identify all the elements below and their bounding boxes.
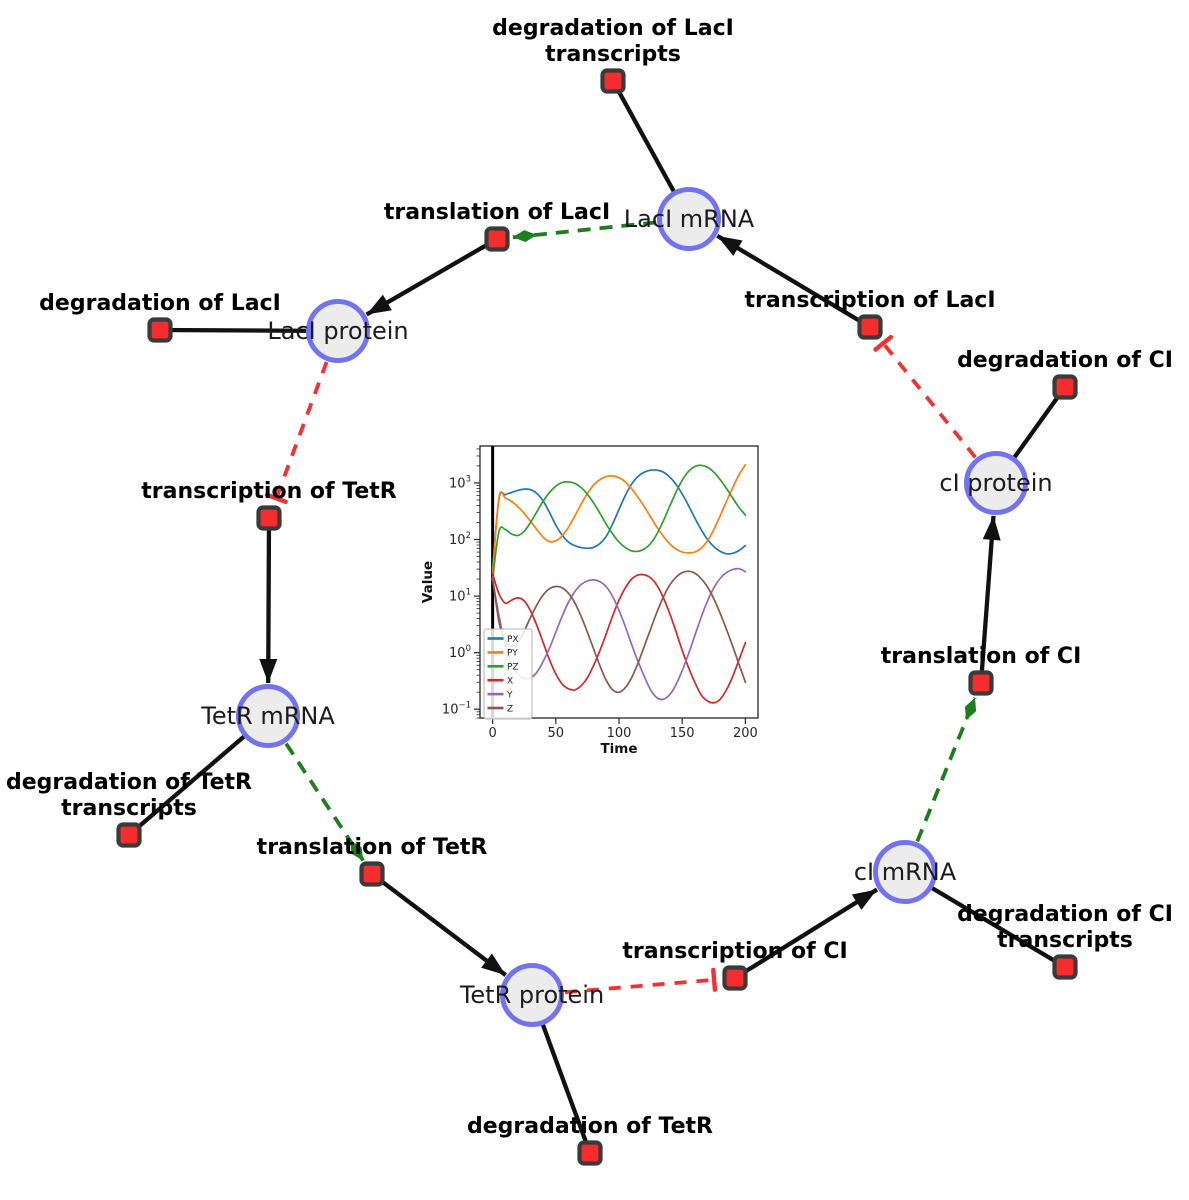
- legend-label-PZ: PZ: [507, 663, 519, 673]
- edge-modifier-tetR_mRNA-to-tl_tetR: [284, 742, 365, 862]
- reaction-label-deg_cI_tr-line2: transcripts: [997, 928, 1133, 953]
- reaction-label-deg_lacI_tr-line2: transcripts: [545, 42, 681, 67]
- reaction-label-tr_tetR-line1: transcription of TetR: [141, 479, 397, 504]
- reaction-nodes-layer: [116, 68, 1078, 1166]
- reaction-node-tl_cI[interactable]: [968, 670, 994, 696]
- x-tick-label: 100: [607, 726, 632, 741]
- reaction-label-deg_lacI-line1: degradation of LacI: [39, 291, 281, 316]
- reaction-node-deg_cI[interactable]: [1052, 374, 1078, 400]
- edge-production-tl_lacI-to-lacI_protein: [365, 237, 499, 317]
- chart-line-PX: [491, 469, 747, 570]
- edge-modifier-lacI_mRNA-to-tl_lacI: [512, 220, 657, 243]
- chart-line-PY: [491, 463, 747, 575]
- reaction-node-deg_tetR_tr[interactable]: [116, 822, 142, 848]
- edge-inhibition-lacI_protein-to-tr_tetR: [264, 361, 329, 504]
- reaction-label-tr_cI-line1: transcription of CI: [622, 939, 847, 964]
- chart-xlabel: Time: [600, 741, 637, 757]
- chart-line-PZ: [491, 464, 747, 580]
- chart-legend: PX PY PZ XYZ: [483, 628, 533, 720]
- y-tick-label: 10−1: [442, 701, 471, 718]
- edge-production-tr_cI-to-cI_mRNA: [733, 887, 879, 980]
- reaction-label-tl_cI-line1: translation of CI: [881, 644, 1082, 669]
- species-label-tetR_mRNA: TetR mRNA: [200, 702, 335, 730]
- species-label-lacI_protein: LacI protein: [267, 317, 408, 345]
- reaction-node-tl_lacI[interactable]: [484, 226, 510, 252]
- species-node-tetR_mRNA[interactable]: [236, 684, 300, 748]
- reaction-node-deg_lacI_tr[interactable]: [600, 68, 626, 94]
- reaction-label-deg_lacI_tr-line1: degradation of LacI: [492, 16, 734, 41]
- x-tick-label: 0: [488, 726, 496, 741]
- reaction-node-tr_cI[interactable]: [722, 965, 748, 991]
- reaction-label-tr_lacI-line1: transcription of LacI: [744, 288, 995, 313]
- reaction-label-deg_tetR-line1: degradation of TetR: [467, 1114, 713, 1139]
- species-node-cI_mRNA[interactable]: [873, 840, 937, 904]
- y-tick-label: 102: [449, 531, 471, 548]
- reaction-label-deg_tetR_tr-line2: transcripts: [61, 796, 197, 821]
- species-node-lacI_mRNA[interactable]: [657, 187, 721, 251]
- species-label-lacI_mRNA: LacI mRNA: [624, 205, 755, 233]
- legend-label-Y: Y: [506, 690, 513, 700]
- legend-label-X: X: [507, 677, 513, 687]
- edge-production-tl_tetR-to-tetR_protein: [370, 872, 507, 977]
- reaction-label-tl_lacI-line1: translation of LacI: [384, 200, 610, 225]
- species-label-cI_protein: cI protein: [939, 469, 1052, 497]
- reaction-node-tr_tetR[interactable]: [256, 505, 282, 531]
- chart-line-Y: [491, 567, 747, 701]
- x-tick-label: 200: [733, 726, 758, 741]
- reaction-label-tl_tetR-line1: translation of TetR: [257, 835, 488, 860]
- reaction-label-deg_cI-line1: degradation of CI: [957, 348, 1173, 373]
- chart-line-X: [491, 572, 747, 704]
- y-tick-label: 100: [449, 644, 471, 661]
- species-label-cI_mRNA: cI mRNA: [854, 858, 957, 886]
- legend-label-PY: PY: [507, 649, 518, 659]
- chart-line-Z: [491, 570, 747, 694]
- edge-modifier-cI_mRNA-to-tl_cI: [915, 697, 977, 843]
- chart-series-layer: [491, 463, 747, 704]
- edge-production-tr_tetR-to-tetR_mRNA: [259, 517, 278, 684]
- species-nodes-layer: [236, 187, 1028, 1027]
- legend-label-PX: PX: [507, 635, 519, 645]
- species-node-cI_protein[interactable]: [964, 451, 1028, 515]
- species-label-tetR_protein: TetR protein: [459, 981, 604, 1009]
- edge-production-tr_lacI-to-lacI_mRNA: [716, 234, 872, 329]
- x-tick-label: 150: [670, 726, 695, 741]
- edge-inhibition-cI_protein-to-tr_lacI: [873, 334, 977, 459]
- chart-ylabel: Value: [420, 561, 436, 603]
- reaction-label-deg_tetR_tr-line1: degradation of TetR: [6, 770, 252, 795]
- edge-inhibition-tetR_protein-to-tr_cI: [564, 967, 718, 995]
- inset-background: [420, 428, 788, 768]
- legend-label-Z: Z: [507, 704, 513, 714]
- x-tick-label: 50: [548, 726, 565, 741]
- species-node-tetR_protein[interactable]: [500, 963, 564, 1027]
- reaction-node-tl_tetR[interactable]: [359, 861, 385, 887]
- reaction-label-deg_cI_tr-line1: degradation of CI: [957, 902, 1173, 927]
- species-node-lacI_protein[interactable]: [306, 299, 370, 363]
- y-tick-label: 101: [449, 588, 471, 605]
- y-tick-label: 103: [449, 474, 471, 491]
- reaction-node-deg_lacI[interactable]: [147, 317, 173, 343]
- reaction-node-deg_tetR[interactable]: [577, 1140, 603, 1166]
- reaction-node-deg_cI_tr[interactable]: [1052, 954, 1078, 980]
- labels-layer: degradation of LacItranscriptstranslatio…: [6, 16, 1173, 1139]
- edge-production-tl_cI-to-cI_protein: [978, 515, 1001, 684]
- reaction-node-tr_lacI[interactable]: [857, 314, 883, 340]
